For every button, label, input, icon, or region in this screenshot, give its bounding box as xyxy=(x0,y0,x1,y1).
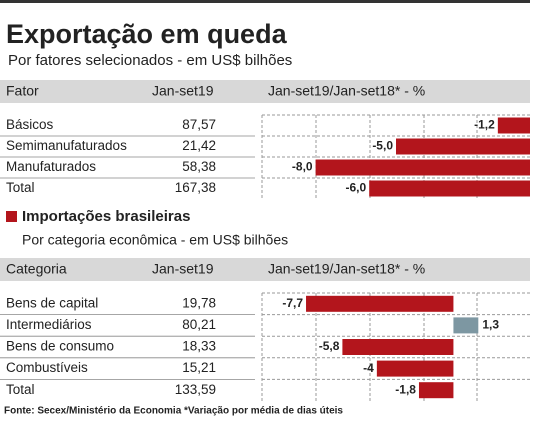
section-marker xyxy=(6,211,17,222)
column-header: Fator xyxy=(6,83,39,99)
bar xyxy=(369,180,530,197)
subtitle: Por fatores selecionados - em US$ bilhõe… xyxy=(8,52,292,69)
row-amount: 167,38 xyxy=(175,180,216,195)
row-amount: 87,57 xyxy=(182,117,216,132)
bar xyxy=(418,382,454,399)
row-label: Total xyxy=(6,382,35,397)
row-amount: 133,59 xyxy=(175,382,216,397)
footnote: Fonte: Secex/Ministério da Economia *Var… xyxy=(4,406,343,417)
row-label: Intermediários xyxy=(6,317,92,332)
bar xyxy=(396,138,530,155)
column-header: Jan-set19 xyxy=(152,261,214,277)
column-header: Jan-set19 xyxy=(152,83,214,99)
bar xyxy=(342,339,454,355)
row-label: Bens de consumo xyxy=(6,339,114,354)
value-label: -7,7 xyxy=(282,296,303,310)
value-label: -5,8 xyxy=(319,339,340,353)
row-label: Combustíveis xyxy=(6,360,88,375)
value-label: 1,3 xyxy=(482,318,499,332)
column-header: Jan-set19/Jan-set18* - % xyxy=(268,83,425,99)
value-label: -5,0 xyxy=(372,139,393,153)
top-rule xyxy=(0,0,530,3)
section-subtitle: Por categoria econômica - em US$ bilhões xyxy=(22,232,288,248)
column-header: Categoria xyxy=(6,261,67,277)
row-label: Manufaturados xyxy=(6,159,96,174)
row-amount: 15,21 xyxy=(182,360,216,375)
row-label: Bens de capital xyxy=(6,295,98,310)
value-label: -4 xyxy=(363,361,374,375)
bar xyxy=(306,295,454,312)
bar xyxy=(376,360,454,377)
row-amount: 18,33 xyxy=(182,339,216,354)
value-label: -6,0 xyxy=(346,181,367,195)
value-label: -8,0 xyxy=(292,160,313,174)
title: Exportação em queda xyxy=(6,19,288,49)
row-label: Semimanufaturados xyxy=(6,138,127,153)
row-amount: 19,78 xyxy=(182,295,216,310)
column-header: Jan-set19/Jan-set18* - % xyxy=(268,261,425,277)
value-label: -1,2 xyxy=(474,118,495,132)
value-label: -1,8 xyxy=(395,382,416,396)
table-header xyxy=(0,258,530,281)
row-amount: 80,21 xyxy=(182,317,216,332)
bar xyxy=(315,159,530,176)
row-amount: 58,38 xyxy=(182,159,216,174)
row-amount: 21,42 xyxy=(182,138,216,153)
row-label: Total xyxy=(6,180,35,195)
table-header xyxy=(0,80,530,103)
row-label: Básicos xyxy=(6,117,54,132)
bar xyxy=(497,117,530,134)
bar xyxy=(453,317,479,334)
section-title: Importações brasileiras xyxy=(22,208,190,225)
